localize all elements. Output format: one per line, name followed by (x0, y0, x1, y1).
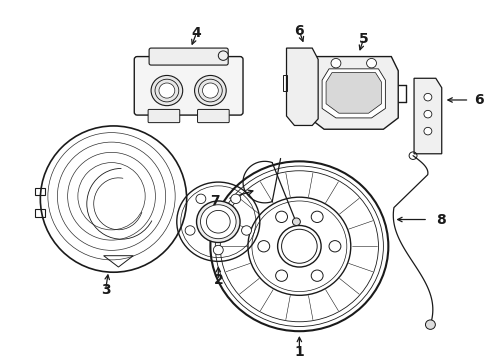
Circle shape (275, 211, 287, 222)
Bar (35, 188, 45, 195)
Polygon shape (325, 73, 381, 113)
Polygon shape (308, 57, 397, 129)
Circle shape (200, 205, 236, 239)
FancyBboxPatch shape (197, 109, 229, 123)
Circle shape (292, 218, 300, 225)
Text: 7: 7 (210, 194, 220, 208)
Bar (35, 210, 45, 217)
FancyBboxPatch shape (134, 57, 243, 115)
Text: 6: 6 (294, 24, 304, 38)
Text: 4: 4 (191, 26, 201, 40)
Circle shape (151, 76, 183, 105)
Circle shape (185, 226, 195, 235)
Circle shape (423, 111, 431, 118)
Circle shape (196, 201, 240, 243)
Circle shape (310, 270, 323, 282)
Circle shape (241, 226, 251, 235)
Circle shape (310, 211, 323, 222)
Polygon shape (413, 78, 441, 154)
Circle shape (213, 245, 223, 255)
FancyBboxPatch shape (149, 48, 228, 65)
Circle shape (328, 240, 340, 252)
Polygon shape (286, 48, 318, 126)
Text: 6: 6 (473, 93, 483, 107)
Circle shape (330, 58, 340, 68)
Circle shape (257, 240, 269, 252)
Circle shape (277, 225, 321, 267)
Text: 1: 1 (294, 345, 304, 359)
Circle shape (230, 194, 240, 203)
Circle shape (423, 127, 431, 135)
Circle shape (202, 83, 218, 98)
Circle shape (423, 93, 431, 101)
Circle shape (196, 194, 205, 203)
FancyBboxPatch shape (148, 109, 180, 123)
Circle shape (159, 83, 174, 98)
Circle shape (194, 76, 226, 105)
Circle shape (275, 270, 287, 282)
Text: 3: 3 (101, 283, 110, 297)
Text: 2: 2 (213, 273, 223, 287)
Circle shape (366, 58, 376, 68)
Circle shape (425, 320, 434, 329)
Text: 8: 8 (435, 212, 445, 226)
Text: 5: 5 (358, 32, 368, 46)
Polygon shape (322, 69, 385, 118)
Circle shape (218, 51, 228, 60)
